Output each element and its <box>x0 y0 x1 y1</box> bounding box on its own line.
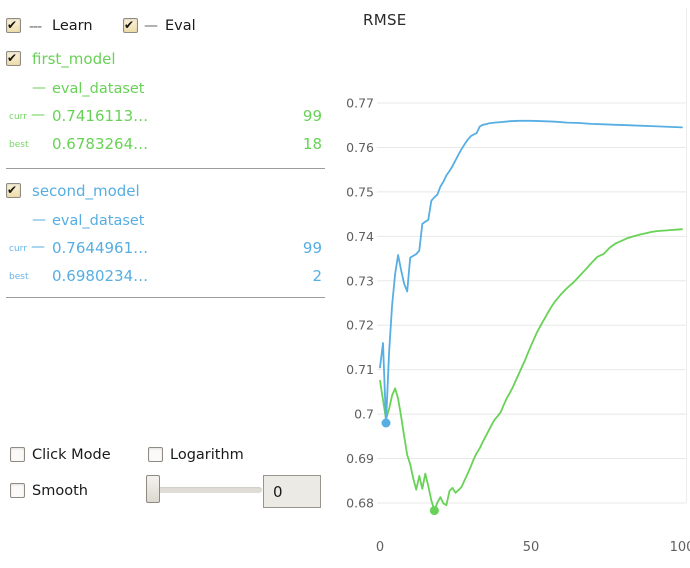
first-curr-value: 0.7416113… <box>52 107 149 125</box>
y-axis-tick-label: 0.77 <box>346 96 374 111</box>
model-block-second: second_model — eval_dataset curr — 0.764… <box>0 182 345 302</box>
first-model-checkbox[interactable] <box>6 51 21 66</box>
logarithm-label: Logarithm <box>170 447 244 463</box>
second-curr-value: 0.7644961… <box>52 239 149 257</box>
chart-panel: RMSE 0.77 0.76 0.75 0.74 0.73 0.72 0.71 0.7 0.69… <box>345 0 690 568</box>
sidebar: --- Learn — Eval first_model — eval_data… <box>0 0 345 568</box>
second-curr-line-icon: — <box>31 239 45 255</box>
second-curr-iteration: 99 <box>302 239 322 257</box>
second-model-name: second_model <box>32 182 140 200</box>
series-line <box>379 119 683 424</box>
second-curr-label: curr <box>9 244 27 254</box>
y-axis-tick-label: 0.73 <box>346 273 374 288</box>
eval-line-style-icon: — <box>144 18 158 34</box>
smooth-value-input[interactable] <box>263 475 321 508</box>
first-dataset-line-icon: — <box>32 80 46 96</box>
second-best-label: best <box>9 272 29 282</box>
y-axis-tick-label: 0.75 <box>346 184 374 199</box>
chart-svg[interactable]: 0.77 0.76 0.75 0.74 0.73 0.72 0.71 0.7 0.69 0.68 0… <box>345 0 690 568</box>
first-best-value: 0.6783264… <box>52 135 149 153</box>
smooth-checkbox[interactable] <box>10 483 25 498</box>
learn-label: Learn <box>52 18 93 34</box>
first-best-label: best <box>9 140 29 150</box>
click-mode-checkbox[interactable] <box>10 447 25 462</box>
y-axis-tick-label: 0.69 <box>346 451 374 466</box>
y-axis-tick-label: 0.7 <box>354 407 374 422</box>
first-dataset-name: eval_dataset <box>52 81 145 97</box>
first-best-iteration: 18 <box>302 135 322 153</box>
eval-checkbox[interactable] <box>123 18 138 33</box>
second-best-iteration: 2 <box>312 267 322 285</box>
smooth-slider-track[interactable] <box>152 487 262 493</box>
y-axis-tick-label: 0.74 <box>346 229 374 244</box>
second-dataset-name: eval_dataset <box>52 213 145 229</box>
divider <box>6 297 325 298</box>
model-block-first: first_model — eval_dataset curr — 0.7416… <box>0 50 345 170</box>
smooth-label: Smooth <box>32 483 88 499</box>
first-model-name: first_model <box>32 50 116 68</box>
logarithm-checkbox[interactable] <box>148 447 163 462</box>
smooth-slider-handle[interactable] <box>146 475 160 503</box>
x-axis-tick-label: 100 <box>670 540 690 555</box>
chart-title: RMSE <box>363 11 407 29</box>
x-axis-tick-label: 0 <box>376 540 384 555</box>
learn-checkbox[interactable] <box>6 18 21 33</box>
first-curr-line-icon: — <box>31 107 45 123</box>
second-model-checkbox[interactable] <box>6 183 21 198</box>
second-best-value: 0.6980234… <box>52 267 149 285</box>
x-axis-tick-label: 50 <box>523 540 540 555</box>
second-dataset-line-icon: — <box>32 212 46 228</box>
best-point-dot <box>429 506 439 516</box>
eval-label: Eval <box>165 18 196 34</box>
series-line <box>379 228 683 512</box>
learn-line-style-icon: --- <box>29 19 42 35</box>
y-axis-tick-label: 0.68 <box>346 496 374 511</box>
click-mode-label: Click Mode <box>32 447 111 463</box>
y-axis-tick-label: 0.72 <box>346 318 374 333</box>
first-curr-label: curr <box>9 112 27 122</box>
y-axis-tick-label: 0.71 <box>346 362 374 377</box>
best-point-dot <box>381 418 391 428</box>
first-curr-iteration: 99 <box>302 107 322 125</box>
divider <box>6 168 325 169</box>
y-axis-tick-label: 0.76 <box>346 140 374 155</box>
